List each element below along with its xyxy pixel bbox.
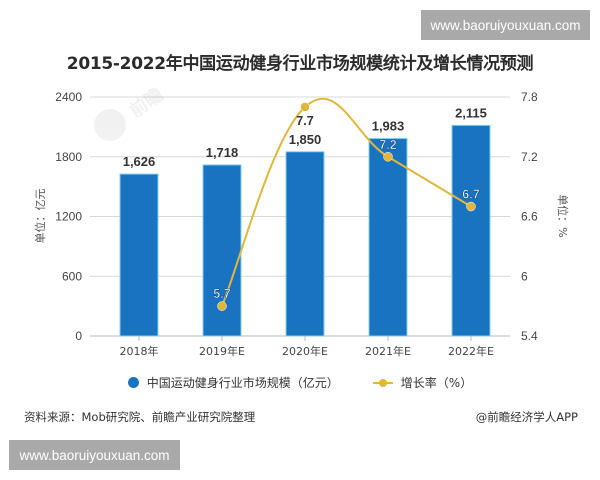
left-axis-tick: 0 bbox=[75, 329, 82, 343]
watermark-bottom: www.baoruiyouxuan.com bbox=[9, 440, 180, 470]
growth-rate-point bbox=[300, 102, 310, 112]
growth-rate-value-label: 7.2 bbox=[379, 138, 396, 152]
chart-title: 2015-2022年中国运动健身行业市场规模统计及增长情况预测 bbox=[66, 54, 534, 74]
left-axis-tick: 1200 bbox=[55, 210, 82, 224]
chart-legend: 中国运动健身行业市场规模（亿元） 增长率（%） bbox=[0, 374, 600, 391]
bar-value-label: 1,626 bbox=[123, 154, 156, 169]
bar bbox=[285, 151, 325, 337]
right-axis-tick: 6.6 bbox=[521, 210, 538, 224]
bar-value-label: 1,850 bbox=[289, 132, 322, 147]
x-category-label: 2019年E bbox=[199, 344, 245, 358]
growth-rate-value-label: 7.7 bbox=[296, 114, 313, 128]
left-axis-tick: 600 bbox=[62, 269, 82, 283]
legend-item-market-size: 中国运动健身行业市场规模（亿元） bbox=[127, 374, 339, 391]
right-axis-tick: 5.4 bbox=[521, 329, 538, 343]
credit-note: @前瞻经济学人APP bbox=[475, 410, 578, 424]
legend-label-market-size: 中国运动健身行业市场规模（亿元） bbox=[146, 376, 339, 390]
bar bbox=[119, 173, 159, 337]
x-category-label: 2021年E bbox=[365, 344, 411, 358]
growth-rate-point bbox=[466, 201, 476, 212]
brand-watermark-icon: 前瞻 bbox=[94, 83, 167, 141]
bar-series-marker-icon bbox=[127, 377, 139, 388]
x-category-label: 2022年E bbox=[448, 344, 494, 358]
left-axis-tick: 1800 bbox=[55, 150, 82, 164]
legend-label-growth-rate: 增长率（%） bbox=[400, 376, 473, 390]
growth-rate-line bbox=[221, 98, 472, 307]
bar bbox=[451, 124, 491, 337]
left-axis-unit-label: 单位：亿元 bbox=[33, 189, 47, 244]
legend-item-growth-rate: 增长率（%） bbox=[372, 374, 473, 391]
growth-rate-value-label: 6.7 bbox=[462, 188, 479, 202]
growth-rate-point bbox=[383, 152, 393, 162]
right-axis-tick: 7.2 bbox=[521, 150, 538, 164]
growth-rate-value-label: 5.7 bbox=[213, 287, 230, 301]
right-axis-tick: 6 bbox=[521, 269, 528, 283]
bar bbox=[368, 138, 408, 337]
right-axis-unit-label: 单位：% bbox=[556, 194, 570, 237]
right-axis-tick: 7.8 bbox=[521, 90, 538, 104]
left-axis-tick: 2400 bbox=[55, 90, 82, 104]
growth-rate-point bbox=[217, 301, 227, 311]
svg-text:前瞻: 前瞻 bbox=[125, 83, 167, 122]
line-series-marker-icon bbox=[372, 377, 393, 388]
bar-value-label: 1,983 bbox=[372, 119, 405, 134]
bar-value-label: 2,115 bbox=[455, 105, 487, 120]
watermark-top: www.baoruiyouxuan.com bbox=[421, 10, 590, 40]
x-category-label: 2018年 bbox=[120, 344, 159, 358]
source-note: 资料来源：Mob研究院、前瞻产业研究院整理 bbox=[24, 410, 256, 424]
combo-chart: 0 600 1200 1800 2400 5.4 6 6.6 7.2 7.8 单位：亿元 单位：% 前瞻… bbox=[33, 83, 570, 358]
x-category-label: 2020年E bbox=[282, 344, 328, 358]
bar-value-label: 1,718 bbox=[206, 145, 239, 160]
